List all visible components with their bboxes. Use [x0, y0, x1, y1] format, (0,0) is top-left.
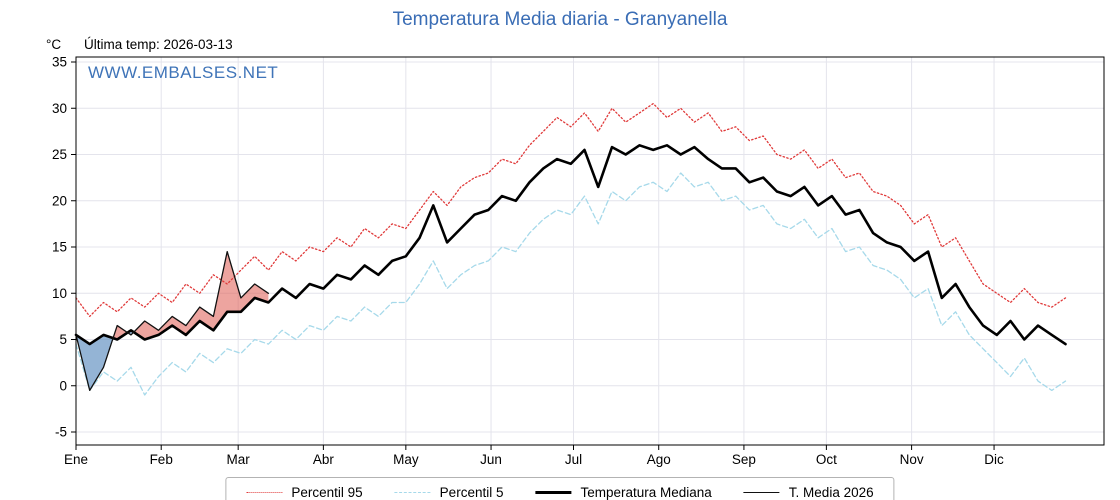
- legend-label-p95: Percentil 95: [291, 485, 363, 500]
- legend-line-sample-t2026: [743, 492, 780, 493]
- x-tick-label: Feb: [150, 452, 173, 467]
- y-tick-label: 35: [52, 55, 67, 70]
- x-tick-label: May: [393, 452, 419, 467]
- y-tick-label: 5: [59, 332, 67, 347]
- watermark-text: WWW.EMBALSES.NET: [88, 63, 279, 82]
- legend-item-p5: Percentil 5: [394, 485, 504, 500]
- legend-item-p95: Percentil 95: [246, 485, 363, 500]
- y-tick-label: 10: [52, 286, 67, 301]
- y-tick-label: 0: [59, 378, 67, 393]
- legend-label-p5: Percentil 5: [439, 485, 504, 500]
- x-tick-label: Jul: [565, 452, 582, 467]
- x-tick-label: Dic: [984, 452, 1004, 467]
- x-tick-label: Mar: [227, 452, 251, 467]
- legend-line-sample-median: [535, 491, 572, 494]
- chart-title: Temperatura Media diaria - Granyanella: [392, 9, 728, 30]
- series-line-median: [74, 144, 1067, 346]
- fill-above-median: [76, 251, 269, 345]
- legend-line-sample-p5: [394, 492, 431, 493]
- x-tick-label: Sep: [732, 452, 756, 467]
- y-tick-label: 15: [52, 240, 67, 255]
- legend-item-t2026: T. Media 2026: [743, 485, 874, 500]
- legend-line-sample-p95: [246, 492, 283, 493]
- legend-label-median: Temperatura Mediana: [580, 485, 712, 500]
- x-tick-label: Abr: [313, 452, 335, 467]
- chart-legend: Percentil 95 Percentil 5 Temperatura Media…: [225, 477, 895, 500]
- y-tick-label: 20: [52, 193, 67, 208]
- series-line-p95: [75, 102, 1067, 318]
- x-tick-label: Nov: [900, 452, 924, 467]
- last-temp-label: Última temp: 2026-03-13: [84, 37, 233, 52]
- legend-item-median: Temperatura Mediana: [535, 485, 712, 500]
- x-tick-label: Oct: [816, 452, 837, 467]
- y-tick-label: 30: [52, 101, 67, 116]
- x-tick-label: Jun: [480, 452, 502, 467]
- y-tick-label: -5: [55, 425, 67, 440]
- legend-label-t2026: T. Media 2026: [788, 485, 874, 500]
- y-tick-label: 25: [52, 147, 67, 162]
- plot-border: [75, 56, 1105, 446]
- series-line-t2026: [75, 250, 270, 392]
- x-tick-label: Ene: [64, 452, 88, 467]
- x-tick-label: Ago: [647, 452, 671, 467]
- series-line-p5: [75, 172, 1067, 396]
- y-axis-unit-label: °C: [46, 37, 62, 52]
